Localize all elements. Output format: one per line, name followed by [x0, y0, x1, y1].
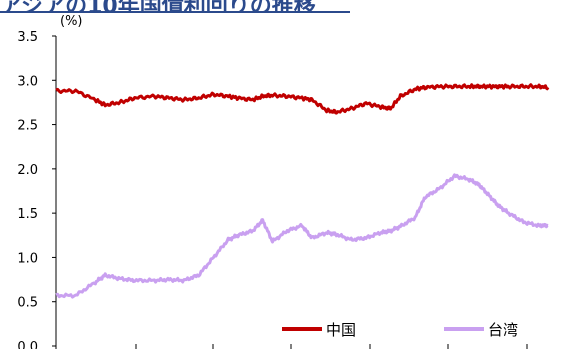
y-tick-label: 1.0	[17, 251, 38, 266]
unit-label: (%)	[60, 14, 83, 29]
y-tick-label: 2.0	[17, 163, 38, 178]
y-tick-label: 0.0	[17, 340, 38, 349]
series-line-china	[55, 83, 550, 115]
series-line-taiwan	[55, 173, 549, 299]
header-bar: アジアの10年国債利回りの推移	[0, 0, 576, 13]
x-axis-ticks	[55, 344, 528, 349]
y-axis-ticks: 0.0 0.5 1.0 1.5 2.0 2.5 3.0 3.5	[17, 30, 56, 349]
y-tick-label: 2.5	[17, 119, 38, 134]
legend-label: 中国	[326, 321, 356, 339]
header-title: アジアの10年国債利回りの推移	[0, 0, 316, 13]
series-layer	[55, 83, 550, 299]
header-underline	[0, 11, 350, 13]
legend: 中国 台湾	[282, 321, 518, 339]
legend-label: 台湾	[488, 321, 518, 339]
y-tick-label: 1.5	[17, 207, 38, 222]
y-tick-label: 0.5	[17, 296, 38, 311]
y-tick-label: 3.0	[17, 74, 38, 89]
y-tick-label: 3.5	[17, 30, 38, 45]
